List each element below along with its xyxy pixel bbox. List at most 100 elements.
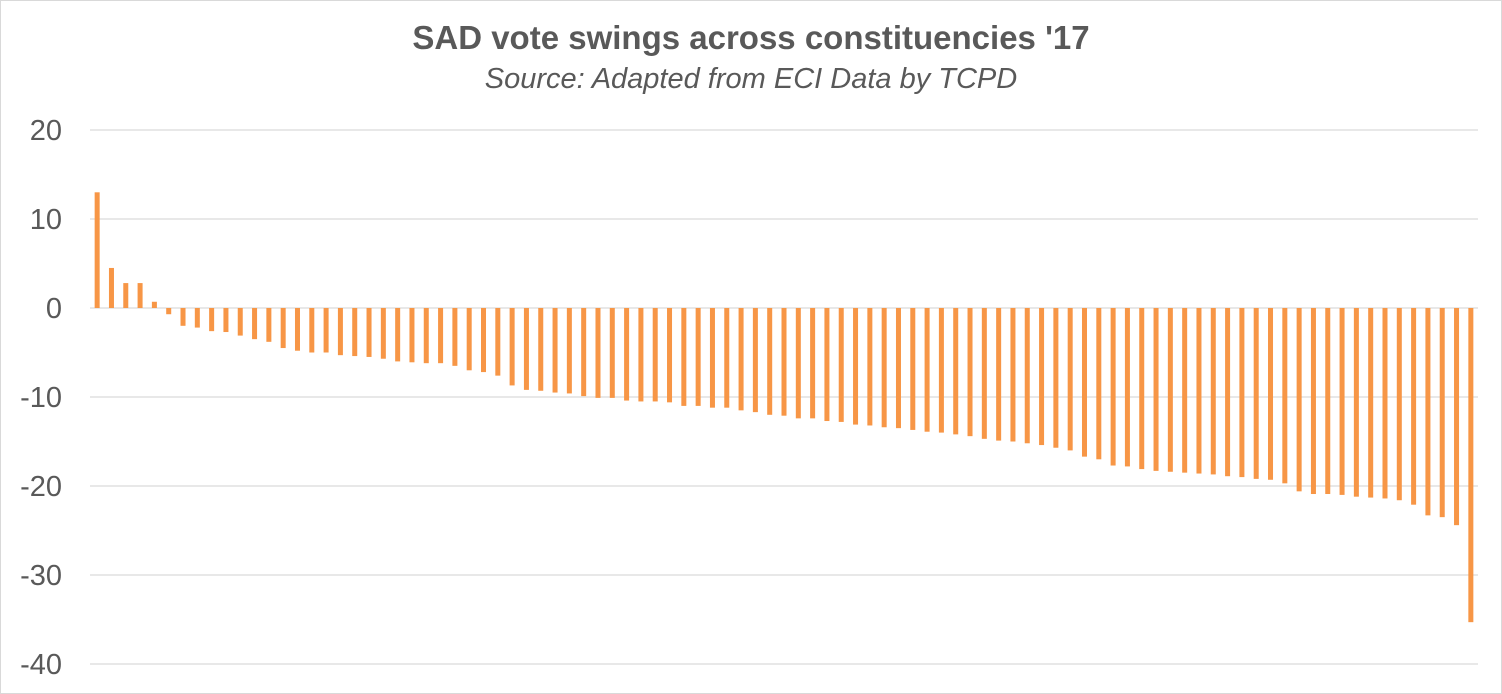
bar [996,308,1001,441]
bars [95,192,1474,622]
bar [610,308,615,398]
bar [1039,308,1044,445]
bar [1297,308,1302,491]
bar [1454,308,1459,525]
bar [1368,308,1373,498]
bar [1068,308,1073,450]
bar [839,308,844,422]
bar [667,308,672,402]
bar [467,308,472,370]
bar [753,308,758,412]
bar [939,308,944,433]
bar [1196,308,1201,474]
y-tick-label: -40 [20,649,62,681]
bar [1211,308,1216,474]
y-tick-label: -10 [20,382,62,414]
bar [309,308,314,353]
y-axis: 20 10 0 -10 -20 -30 -40 [20,115,62,681]
bar [538,308,543,391]
bar [1340,308,1345,495]
y-tick-label: -30 [20,560,62,592]
bar [1282,308,1287,483]
bar [782,308,787,416]
bar [409,308,414,362]
bar [567,308,572,393]
bar [1125,308,1130,466]
bar [266,308,271,342]
bar [209,308,214,331]
bar [223,308,228,332]
bar [295,308,300,351]
bar [95,192,100,308]
y-tick-label: 20 [30,115,62,147]
bar [1025,308,1030,443]
bar [1111,308,1116,466]
bar [352,308,357,356]
bar [681,308,686,406]
bar [1254,308,1259,479]
bar [1382,308,1387,498]
bar [338,308,343,355]
bar [1354,308,1359,497]
bar [739,308,744,410]
bar [424,308,429,363]
bar [1268,308,1273,480]
bar [495,308,500,376]
bar [1168,308,1173,472]
bar [767,308,772,415]
bar [252,308,257,339]
y-tick-label: 10 [30,204,62,236]
bar [696,308,701,406]
bar [524,308,529,390]
bar [824,308,829,421]
bar [896,308,901,428]
bar [925,308,930,432]
bar [653,308,658,401]
bar [595,308,600,398]
bar [1082,308,1087,457]
bar [710,308,715,408]
bar [1397,308,1402,500]
bar [796,308,801,418]
bar [1311,308,1316,494]
bar [1154,308,1159,471]
bar [138,283,143,308]
bar [1425,308,1430,515]
bar [281,308,286,348]
bar [1010,308,1015,442]
bar [381,308,386,359]
bar [324,308,329,353]
bar [581,308,586,396]
bar [395,308,400,361]
bar [638,308,643,401]
bar [724,308,729,408]
bar [1325,308,1330,494]
bar [553,308,558,393]
bar [438,308,443,363]
bar [853,308,858,425]
bar [510,308,515,385]
bar [1096,308,1101,459]
bar [1182,308,1187,473]
bar [968,308,973,436]
bar [882,308,887,427]
bar [195,308,200,328]
bar [982,308,987,439]
bar [1139,308,1144,469]
bar [481,308,486,372]
y-tick-label: -20 [20,471,62,503]
bar [1440,308,1445,517]
bar [1225,308,1230,476]
bar [1239,308,1244,477]
bar [953,308,958,434]
y-tick-label: 0 [46,293,62,325]
bar [1468,308,1473,622]
bar [238,308,243,336]
bar [152,302,157,308]
bar [867,308,872,425]
bar [452,308,457,366]
bar [624,308,629,401]
bar [166,308,171,314]
bar [123,283,128,308]
